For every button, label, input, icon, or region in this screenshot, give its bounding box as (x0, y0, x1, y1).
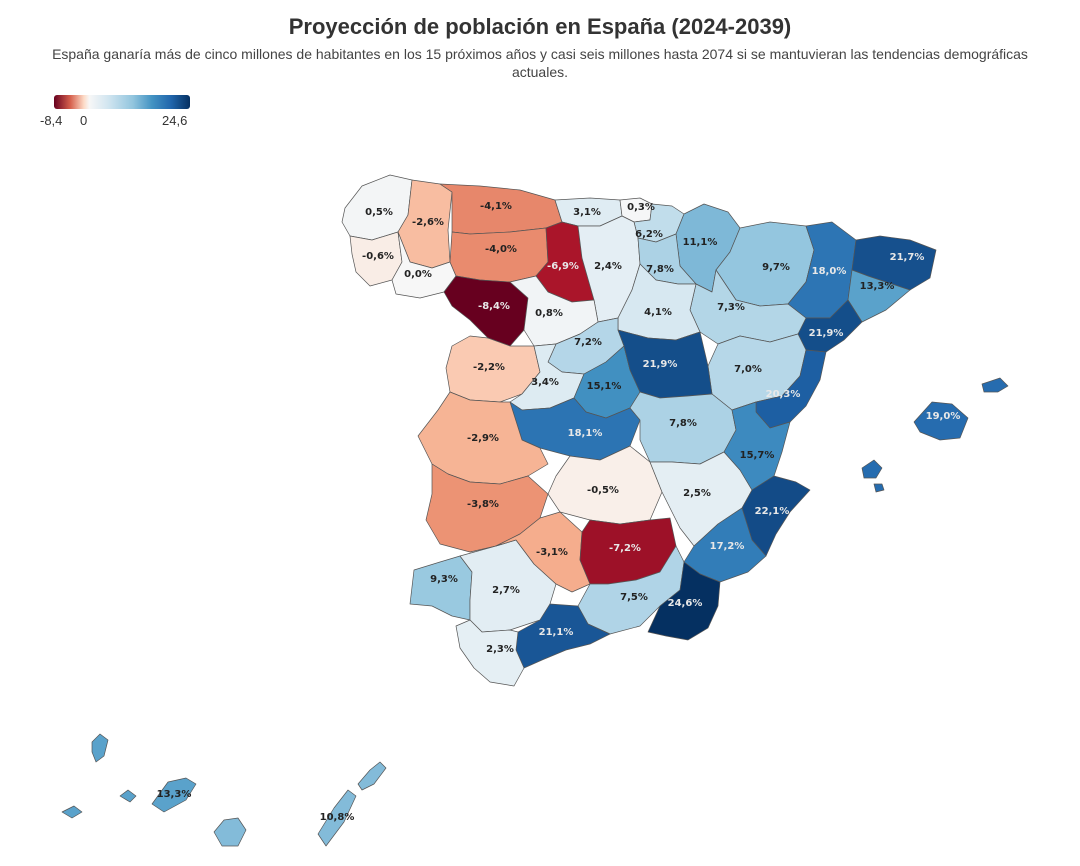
island-el-hierro[interactable] (61, 805, 83, 819)
province-valencia[interactable] (723, 401, 791, 491)
province-label-gipuzkoa: 6,2% (635, 229, 663, 240)
island-menorca[interactable] (981, 377, 1009, 393)
province-label-huesca: 9,7% (762, 262, 790, 273)
province-label-bizkaia: 0,3% (627, 202, 655, 213)
province-label-teruel: 7,0% (734, 364, 762, 375)
province-cadiz[interactable] (455, 619, 525, 687)
province-label-murcia: 17,2% (710, 541, 745, 552)
legend-zero-label: 0 (80, 113, 88, 128)
province-label-granada: 7,5% (620, 592, 648, 603)
province-label-baleares: 19,0% (926, 411, 961, 422)
province-label-almeria: 24,6% (668, 598, 703, 609)
province-label-huelva: 9,3% (430, 574, 458, 585)
island-lanzarote[interactable] (357, 761, 387, 791)
province-label-cordoba: -3,1% (536, 547, 568, 558)
province-label-madrid: 15,1% (587, 381, 622, 392)
island-formentera[interactable] (873, 483, 885, 493)
island-ibiza[interactable] (861, 459, 883, 479)
province-label-alicante: 22,1% (755, 506, 790, 517)
province-label-ciudad-real: -0,5% (587, 485, 619, 496)
province-label-asturias: -4,1% (480, 201, 512, 212)
province-label-zamora: -8,4% (478, 301, 510, 312)
province-label-valladolid: 0,8% (535, 308, 563, 319)
province-label-toledo: 18,1% (568, 428, 603, 439)
province-label-girona: 21,7% (890, 252, 925, 263)
province-guadalajara[interactable] (617, 329, 713, 399)
province-almeria[interactable] (647, 561, 721, 641)
legend-max-label: 24,6 (162, 113, 188, 128)
province-label-a-coruna: 0,5% (365, 207, 393, 218)
province-label-navarra: 11,1% (683, 237, 718, 248)
province-label-las-palmas: 10,8% (320, 812, 355, 823)
province-label-pontevedra: -0,6% (362, 251, 394, 262)
province-label-guadalajara: 21,9% (643, 359, 678, 370)
province-label-castellon: 20,3% (766, 389, 801, 400)
province-label-barcelona: 13,3% (860, 281, 895, 292)
island-fuerteventura[interactable] (317, 789, 357, 847)
province-label-badajoz: -3,8% (467, 499, 499, 510)
legend-min-label: -8,4 (40, 113, 63, 128)
province-label-burgos: 2,4% (594, 261, 622, 272)
province-label-jaen: -7,2% (609, 543, 641, 554)
province-label-palencia: -6,9% (547, 261, 579, 272)
island-la-gomera[interactable] (119, 789, 137, 803)
province-label-ourense: 0,0% (404, 269, 432, 280)
island-la-palma[interactable] (91, 733, 109, 763)
province-label-malaga: 21,1% (539, 627, 574, 638)
province-label-cantabria: 3,1% (573, 207, 601, 218)
province-label-valencia: 15,7% (740, 450, 775, 461)
map-title: Proyección de población en España (2024-… (288, 14, 792, 39)
province-labels: 0,5% -2,6% -4,1% 3,1% 0,3% 6,2% 11,1% 9,7% 18,0%… (157, 201, 961, 823)
province-huelva[interactable] (409, 555, 473, 621)
province-label-cadiz: 2,3% (486, 644, 514, 655)
province-leon[interactable] (449, 227, 549, 283)
legend-gradient-bar (54, 95, 190, 109)
province-label-albacete: 2,5% (683, 488, 711, 499)
province-zaragoza[interactable] (689, 269, 807, 345)
province-baleares[interactable] (913, 401, 969, 441)
province-label-leon: -4,0% (485, 244, 517, 255)
province-label-avila: 3,4% (531, 377, 559, 388)
island-gran-canaria[interactable] (213, 817, 247, 847)
province-label-sevilla: 2,7% (492, 585, 520, 596)
province-label-soria: 4,1% (644, 307, 672, 318)
province-label-salamanca: -2,2% (473, 362, 505, 373)
province-label-tarragona: 21,9% (809, 328, 844, 339)
province-label-segovia: 7,2% (574, 337, 602, 348)
province-label-la-rioja: 7,8% (646, 264, 674, 275)
province-label-santa-cruz-de-tenerife: 13,3% (157, 789, 192, 800)
province-label-caceres: -2,9% (467, 433, 499, 444)
map-subtitle: España ganaría más de cinco millones de … (52, 46, 1028, 80)
province-label-cuenca: 7,8% (669, 418, 697, 429)
island-tenerife[interactable] (151, 777, 197, 813)
province-label-lleida: 18,0% (812, 266, 847, 277)
province-ciudad-real[interactable] (547, 445, 663, 525)
province-label-lugo: -2,6% (412, 217, 444, 228)
province-label-zaragoza: 7,3% (717, 302, 745, 313)
color-legend: -8,4 0 24,6 (40, 95, 200, 135)
